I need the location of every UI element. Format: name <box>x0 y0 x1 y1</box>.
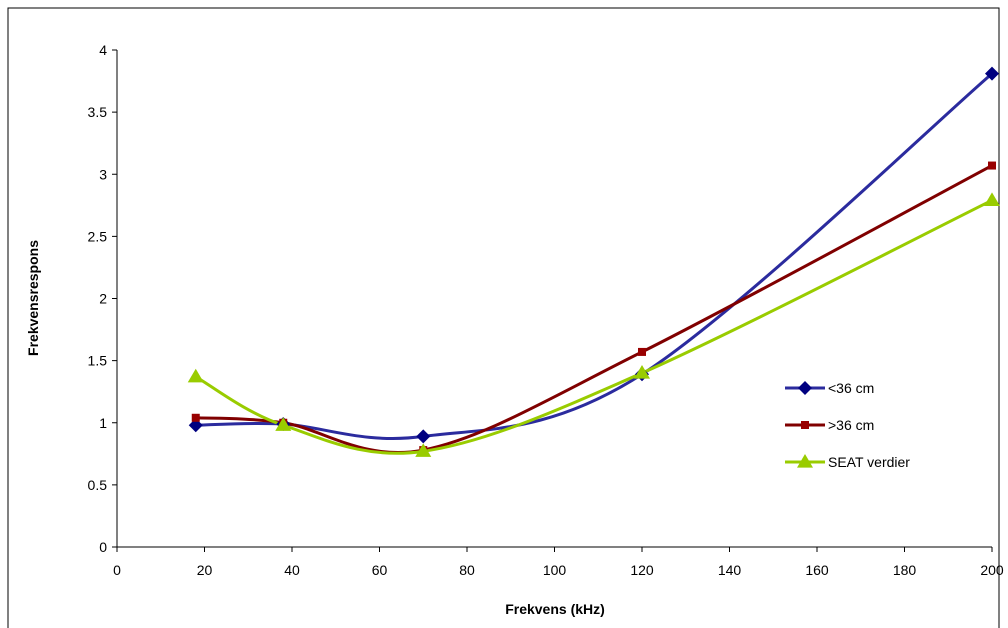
data-point-series-2 <box>638 347 646 356</box>
legend: <36 cm >36 cm SEAT verdier <box>785 380 910 470</box>
y-tick-label: 3 <box>99 166 107 182</box>
x-tick-label: 80 <box>459 562 475 578</box>
data-point-series-2 <box>191 413 200 422</box>
data-point-series-1 <box>416 429 431 444</box>
data-point-series-1 <box>985 66 999 81</box>
data-point-series-3 <box>187 368 204 383</box>
series-markers <box>187 66 1000 457</box>
x-tick-label: 0 <box>113 562 121 578</box>
x-tick-label: 20 <box>197 562 213 578</box>
y-tick-label: 3.5 <box>88 104 108 120</box>
data-point-series-2 <box>988 161 996 170</box>
y-tick-label: 0 <box>99 539 107 555</box>
x-tick-label: 60 <box>372 562 388 578</box>
legend-label: >36 cm <box>828 417 874 433</box>
data-point-series-3 <box>984 192 1000 206</box>
legend-swatch-marker <box>797 454 813 468</box>
y-tick-label: 1 <box>99 415 107 431</box>
legend-label: SEAT verdier <box>828 454 910 470</box>
x-tick-label: 180 <box>893 562 917 578</box>
y-tick-label: 2.5 <box>88 228 108 244</box>
data-point-series-3 <box>415 443 432 457</box>
legend-label: <36 cm <box>828 380 874 396</box>
x-tick-label: 160 <box>805 562 829 578</box>
legend-swatch-marker <box>798 381 812 395</box>
chart-border <box>7 7 1000 628</box>
x-tick-label: 140 <box>718 562 742 578</box>
y-tick-label: 1.5 <box>88 353 108 369</box>
x-tick-label: 100 <box>543 562 567 578</box>
x-tick-label: 120 <box>630 562 654 578</box>
y-tick-label: 0.5 <box>88 477 108 493</box>
y-tick-label: 2 <box>99 291 107 307</box>
axes: 00.511.522.533.540 20 40 60 80 100 120 140 160 18… <box>88 42 1004 578</box>
y-axis-title: Frekvensrespons <box>25 240 41 356</box>
series-line-3 <box>194 198 994 455</box>
legend-swatch-marker <box>801 421 809 429</box>
x-axis-title: Frekvens (kHz) <box>505 601 605 617</box>
y-tick-label: 4 <box>99 42 107 58</box>
x-tick-label: 200 <box>980 562 1004 578</box>
data-point-series-3 <box>275 417 292 431</box>
data-point-series-3 <box>634 365 650 379</box>
x-tick-label: 40 <box>284 562 300 578</box>
